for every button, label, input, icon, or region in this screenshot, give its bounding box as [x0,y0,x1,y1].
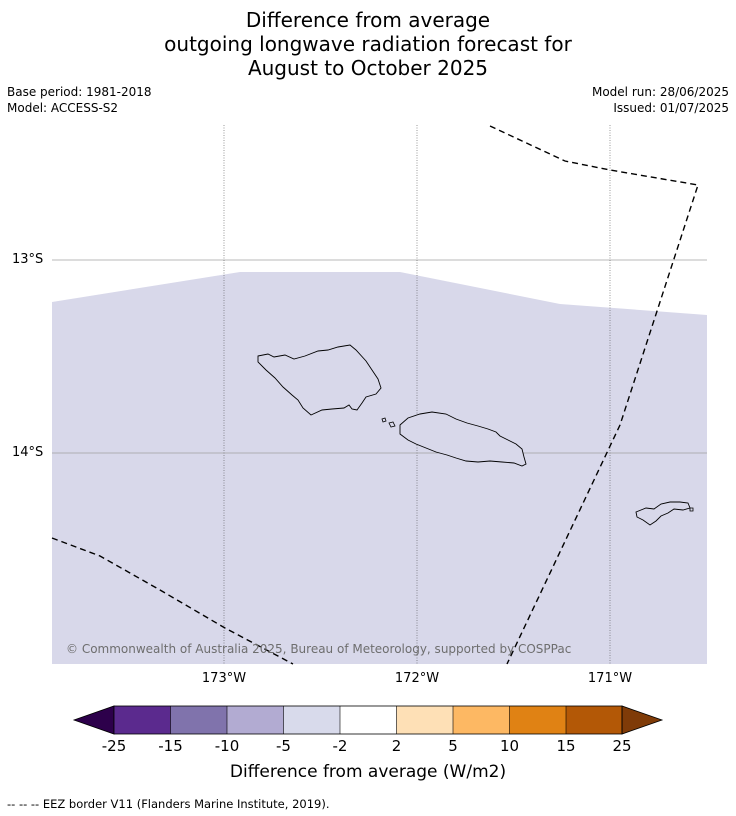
colorbar-outline [113,705,623,735]
colorbar-tick: 10 [499,737,520,755]
forecast-field [52,272,707,664]
island-upolu [399,411,527,467]
lon-label-173w: 173°W [201,671,247,686]
island-savaii [257,344,382,416]
meta-left: Base period: 1981-2018 Model: ACCESS-S2 [7,84,152,116]
island-manono [388,421,396,428]
lon-label-171w: 171°W [587,671,633,686]
colorbar-segment-5 [340,706,397,734]
chart-title: Difference from average outgoing longwav… [0,8,736,80]
colorbar-tick: -15 [158,737,183,755]
colorbar-segment-1 [114,706,171,734]
eez-border-southwest [51,537,294,665]
colorbar-extend-high [621,705,664,735]
colorbar-tick: 25 [612,737,632,755]
colorbar [72,705,664,735]
colorbar-tick: -5 [276,737,291,755]
lon-label-172w: 172°W [394,671,440,686]
eez-border-east [489,125,699,665]
colorbar-tick: -10 [214,737,240,755]
colorbar-tick: 2 [391,737,402,755]
colorbar-tick: -25 [101,737,127,755]
title-line-1: Difference from average [245,8,491,32]
colorbar-extend-low [72,705,115,735]
meta-right: Model run: 28/06/2025 Issued: 01/07/2025 [592,84,729,116]
model-run: Model run: 28/06/2025 [591,85,729,99]
island-aunuu [689,507,694,512]
colorbar-segment-6 [396,706,453,734]
lat-label-14s: 14°S [12,445,44,460]
colorbar-segment-3 [227,706,284,734]
colorbar-label: Difference from average (W/m2) [229,762,507,782]
island-apolima [381,417,387,423]
title-line-3: August to October 2025 [247,56,489,80]
island-tutuila [635,501,691,526]
colorbar-segment-7 [453,706,510,734]
colorbar-segment-4 [283,706,340,734]
title-line-2: outgoing longwave radiation forecast for [164,32,572,56]
model-name: Model: ACCESS-S2 [7,101,119,115]
issued-date: Issued: 01/07/2025 [613,101,729,115]
lat-label-13s: 13°S [12,252,44,267]
colorbar-segment-8 [509,706,566,734]
colorbar-segment-2 [170,706,227,734]
colorbar-tick: 15 [556,737,576,755]
base-period: Base period: 1981-2018 [7,85,152,99]
colorbar-tick: -2 [332,737,348,755]
eez-footnote: -- -- -- EEZ border V11 (Flanders Marine… [7,797,330,811]
colorbar-segment-9 [566,706,622,734]
copyright-notice: © Commonwealth of Australia 2025, Bureau… [66,642,572,656]
colorbar-tick: 5 [448,737,458,755]
